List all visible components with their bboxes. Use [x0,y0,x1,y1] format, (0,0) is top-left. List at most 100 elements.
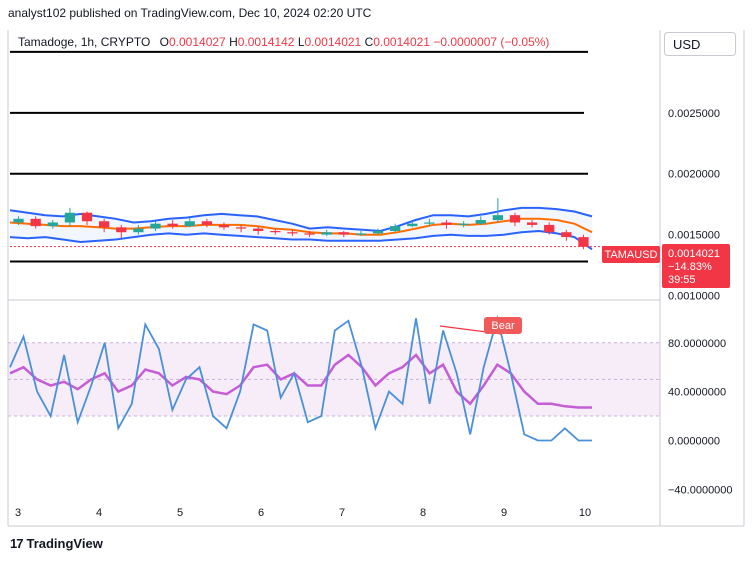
candle-body [492,215,503,221]
candle-body [424,222,435,224]
candle [81,211,93,225]
low-value: 0.0014021 [304,35,362,49]
bollinger-lower-line [9,229,593,251]
candle-body [355,233,367,235]
price-tick-label: 0.0025000 [668,108,720,120]
price-tick-label: 0.0020000 [668,169,720,181]
price-tick-label: 0.0010000 [668,291,720,303]
candle [218,222,230,230]
candle-body [407,223,418,227]
candle [390,223,401,233]
stoch-tick-label: −40.0000000 [668,484,733,496]
stoch-axis[interactable]: 80.0000000 40.0000000 0.0000000 −40.0000000 [668,338,733,497]
candle-body [304,233,315,235]
candle [184,217,195,228]
change-value: −0.0000007 (−0.05%) [433,35,550,49]
candle [270,228,281,235]
candle-body [184,221,195,227]
candle [458,221,469,228]
candle-body [218,224,230,228]
candle [424,218,435,227]
currency-button[interactable]: USD [664,32,736,56]
candle-body [526,222,538,225]
candle-body [235,227,247,229]
symbol-label[interactable]: Tamadoge, 1h, CRYPTO [18,35,151,49]
candle-body [167,223,178,227]
time-tick-label: 9 [501,507,507,519]
candle-body [64,212,76,223]
price-tag-price: 0.0014021 [668,248,720,260]
close-value: 0.0014021 [373,35,430,49]
candle-body [458,223,469,225]
price-tag: TAMAUSD 0.0014021 −14.83% 39:55 [602,244,730,288]
candle [133,224,144,235]
price-tick-label: 0.0015000 [668,230,720,242]
candle [441,220,452,229]
candle-body [30,218,41,227]
time-tick-label: 10 [579,507,591,519]
candle [13,216,24,225]
candle-body [99,221,110,228]
price-pane[interactable] [8,30,660,298]
time-tick-label: 3 [15,507,21,519]
stoch-pane[interactable]: Bear [8,314,660,442]
candle [355,231,367,236]
candle [253,226,264,235]
candle [304,231,315,238]
ohlc-legend: Tamadoge, 1h, CRYPTO O0.0014027 H0.00141… [18,35,549,49]
candle [201,218,212,228]
time-tick-label: 7 [339,507,345,519]
candle-body [287,232,298,234]
tradingview-brand-text: TradingView [26,536,103,551]
bear-label: Bear [484,317,522,334]
bollinger-upper-line [9,206,593,233]
candle [47,220,58,229]
candle [287,229,298,236]
time-tick-label: 8 [420,507,426,519]
candle-body [321,232,332,235]
open-label: O [159,35,169,49]
candle [492,198,503,223]
price-tag-countdown: 39:55 [668,274,696,286]
stoch-tick-label: 80.0000000 [668,338,726,350]
candle [372,228,384,235]
candle [235,224,247,233]
time-tick-label: 4 [96,507,102,519]
candle [30,216,41,229]
candle-body [270,231,281,233]
publish-attribution: analyst102 published on TradingView.com,… [8,6,372,20]
time-tick-label: 6 [258,507,264,519]
candle-body [390,226,401,231]
candle-body [253,228,264,231]
candle [167,220,178,229]
candle [561,229,572,241]
time-axis[interactable]: 3 4 5 6 7 8 9 10 [15,507,591,519]
candle-body [201,221,212,225]
candle-body [47,222,58,227]
candle-body [561,232,572,238]
candle [150,221,161,231]
candle-body [441,222,452,225]
candle [116,224,127,239]
candle-body [475,220,486,224]
stoch-d-line [9,353,592,409]
tradingview-logo[interactable]: 17 TradingView [10,536,103,551]
low-label: L [297,35,305,49]
candle-body [150,223,161,229]
candle [64,207,76,227]
candle [509,212,521,227]
candle-body [116,227,127,233]
candle-body [338,232,349,235]
high-label: H [229,35,238,49]
candle [544,222,555,235]
stoch-tick-label: 40.0000000 [668,387,726,399]
time-tick-label: 5 [177,507,183,519]
price-tag-ticker: TAMAUSD [605,249,658,261]
candle [321,229,332,236]
candle-body [544,224,555,233]
candle [338,231,349,238]
candle [99,218,110,233]
price-tag-change: −14.83% [668,261,712,273]
candle-body [133,228,144,233]
